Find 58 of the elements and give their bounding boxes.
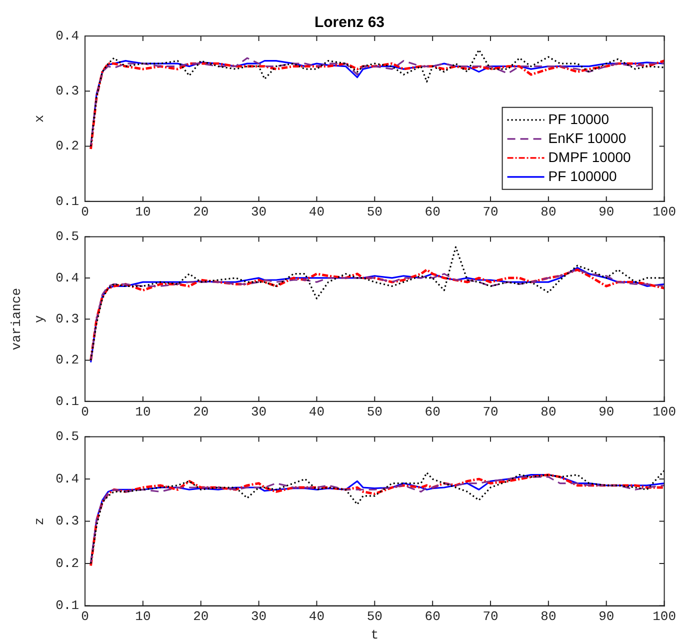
x-tick-label: 0 bbox=[81, 609, 89, 624]
x-tick-label: 90 bbox=[598, 404, 614, 420]
x-tick-label: 30 bbox=[250, 404, 267, 420]
y-tick-label: 0.4 bbox=[56, 471, 80, 486]
y-axis-title: z bbox=[32, 517, 48, 526]
x-tick-label: 50 bbox=[366, 404, 382, 420]
y-tick-label: 0.3 bbox=[56, 84, 80, 99]
x-tick-label: 70 bbox=[482, 609, 498, 624]
x-tick-label: 30 bbox=[250, 609, 267, 624]
x-tick-label: 50 bbox=[366, 609, 382, 624]
y-tick-label: 0.2 bbox=[56, 138, 80, 154]
y-tick-label: 0.1 bbox=[56, 194, 80, 209]
x-tick-label: 50 bbox=[366, 204, 382, 220]
x-tick-label: 100 bbox=[652, 609, 676, 624]
x-tick-label: 0 bbox=[81, 404, 89, 420]
legend-label: PF 10000 bbox=[548, 110, 610, 127]
y-axis-title: x bbox=[32, 114, 48, 123]
y-tick-label: 0.1 bbox=[56, 598, 80, 614]
y-tick-label: 0.5 bbox=[56, 229, 80, 244]
y-tick-label: 0.1 bbox=[56, 394, 80, 409]
x-tick-label: 70 bbox=[482, 204, 498, 220]
legend-label: EnKF 10000 bbox=[548, 130, 626, 146]
x-tick-label: 40 bbox=[308, 404, 325, 420]
y-tick-label: 0.2 bbox=[56, 352, 80, 368]
x-tick-label: 30 bbox=[250, 204, 267, 220]
legend-label: DMPF 10000 bbox=[548, 148, 631, 165]
y-tick-label: 0.5 bbox=[56, 429, 80, 444]
x-tick-label: 20 bbox=[193, 204, 209, 220]
text: variance bbox=[8, 288, 24, 350]
x-axis-title: t bbox=[370, 628, 379, 643]
x-tick-label: 60 bbox=[424, 404, 440, 420]
y-tick-label: 0.4 bbox=[56, 270, 80, 286]
x-tick-label: 80 bbox=[540, 609, 556, 624]
chart-title: Lorenz 63 bbox=[314, 14, 385, 32]
x-tick-label: 80 bbox=[540, 404, 556, 420]
x-tick-label: 60 bbox=[424, 609, 440, 624]
x-tick-label: 60 bbox=[424, 204, 440, 220]
x-tick-label: 40 bbox=[308, 609, 325, 624]
x-tick-label: 80 bbox=[540, 204, 556, 220]
x-tick-label: 90 bbox=[598, 204, 614, 220]
x-tick-label: 10 bbox=[135, 204, 151, 220]
x-tick-label: 40 bbox=[308, 204, 325, 220]
y-axis-title: y bbox=[32, 315, 48, 324]
x-tick-label: 0 bbox=[81, 204, 89, 220]
x-tick-label: 10 bbox=[135, 404, 151, 420]
y-tick-label: 0.3 bbox=[56, 312, 80, 327]
y-tick-label: 0.2 bbox=[56, 556, 80, 571]
line-series bbox=[90, 246, 664, 362]
y-tick-label: 0.4 bbox=[56, 28, 80, 44]
x-tick-label: 90 bbox=[598, 609, 614, 624]
y-tick-label: 0.3 bbox=[56, 514, 80, 529]
x-tick-label: 100 bbox=[652, 404, 676, 420]
legend-label: PF 100000 bbox=[548, 168, 618, 184]
x-tick-label: 20 bbox=[193, 609, 209, 624]
x-tick-label: 70 bbox=[482, 404, 498, 420]
x-tick-label: 100 bbox=[652, 204, 676, 220]
x-tick-label: 20 bbox=[193, 404, 209, 420]
x-tick-label: 10 bbox=[135, 609, 151, 624]
